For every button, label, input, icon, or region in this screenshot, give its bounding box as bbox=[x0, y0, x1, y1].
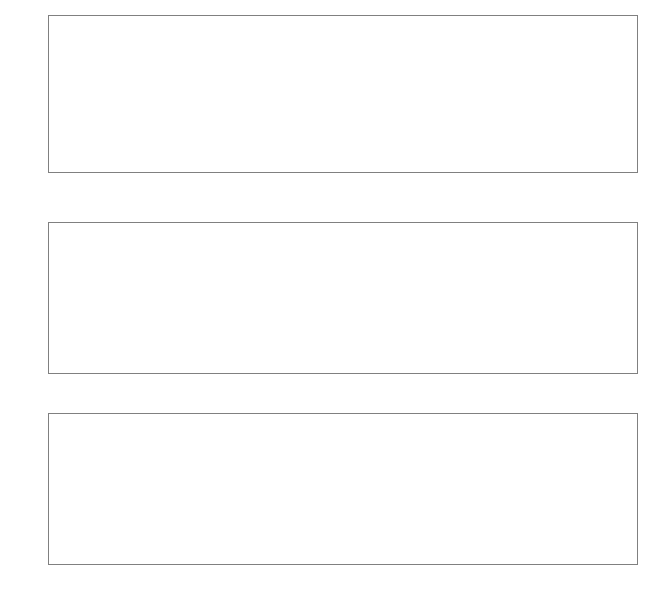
struct-lactone bbox=[460, 420, 645, 510]
panel1 bbox=[48, 15, 638, 173]
panel1-svg bbox=[49, 16, 639, 174]
struct-2hg3tms bbox=[440, 230, 640, 315]
